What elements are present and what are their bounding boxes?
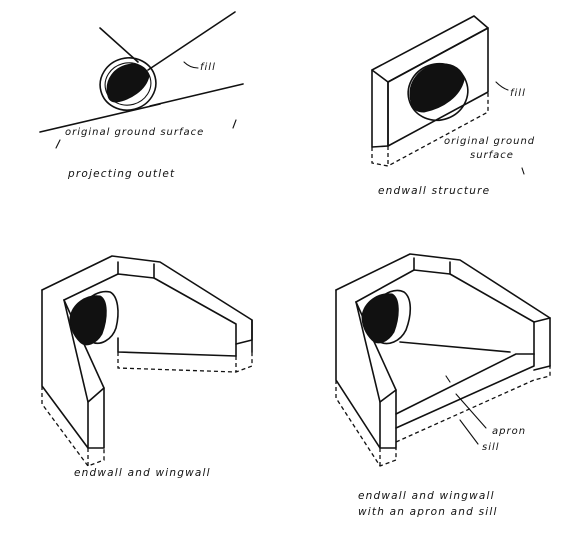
left-wingwall-top-edge [87, 387, 105, 403]
caption-projecting-outlet: projecting outlet [67, 168, 175, 180]
sill-leader [459, 419, 479, 445]
sill-right-edge [533, 365, 551, 371]
apron-left-wingwall-top-edge [379, 389, 397, 403]
backwall-outline [41, 255, 253, 345]
endwall-pipe-ring [407, 62, 469, 122]
endwall-side [371, 69, 389, 148]
apron-label: apron [492, 426, 526, 437]
apron-footing-right [395, 366, 551, 443]
ww-pipe-opening [69, 295, 107, 346]
pipe-barrel-top-line [99, 27, 139, 63]
panel-endwall-structure: fill original ground surface endwall str… [371, 15, 535, 197]
apron-mark [445, 375, 451, 383]
endwall-fill-label: fill [510, 88, 526, 99]
endwall-ground-label-1: original ground [444, 136, 535, 147]
panel-projecting-outlet: fill original ground surface projecting … [39, 11, 244, 180]
endwall-pipe-opening [409, 63, 465, 113]
endwall-footing-dashed [371, 92, 489, 167]
caption-endwall-wingwall: endwall and wingwall [74, 467, 211, 479]
ground-tick-right [232, 119, 237, 129]
endwall-fill-leader [495, 81, 509, 91]
caption-apron-line-1: endwall and wingwall [358, 490, 495, 502]
sill-front [395, 353, 535, 429]
apron-right-top [533, 317, 551, 323]
ww-pipe-ring [83, 290, 119, 344]
caption-apron-line-2: with an apron and sill [358, 506, 498, 518]
apron-pipe-opening [361, 293, 399, 344]
pipe-inner-ring [104, 62, 152, 106]
panel-endwall-wingwall: endwall and wingwall [41, 255, 253, 479]
apron-back-edge [399, 341, 511, 353]
endwall-ground-label-2: surface [470, 150, 514, 161]
fill-slope-line [147, 11, 236, 71]
endwall-top [371, 15, 489, 83]
fill-label: fill [200, 62, 216, 73]
fill-leader [183, 61, 199, 69]
ground-surface-line [39, 103, 161, 133]
panel-endwall-wingwall-apron: apron sill endwall and wingwall with an … [335, 253, 551, 518]
sill-top [395, 353, 535, 415]
endwall-ground-tick [521, 167, 525, 175]
apron-leader [455, 393, 487, 429]
floor-line [117, 337, 237, 357]
sill-label: sill [482, 442, 500, 453]
apron-left-wingwall-top [355, 301, 397, 449]
ground-tick-left [55, 139, 61, 149]
apron-backwall-outline [335, 253, 551, 367]
ground-surface-label: original ground surface [65, 127, 204, 138]
pipe-opening [106, 63, 150, 103]
ground-surface-line-right [149, 83, 244, 107]
caption-endwall-structure: endwall structure [378, 185, 490, 197]
apron-pipe-ring [377, 289, 412, 345]
